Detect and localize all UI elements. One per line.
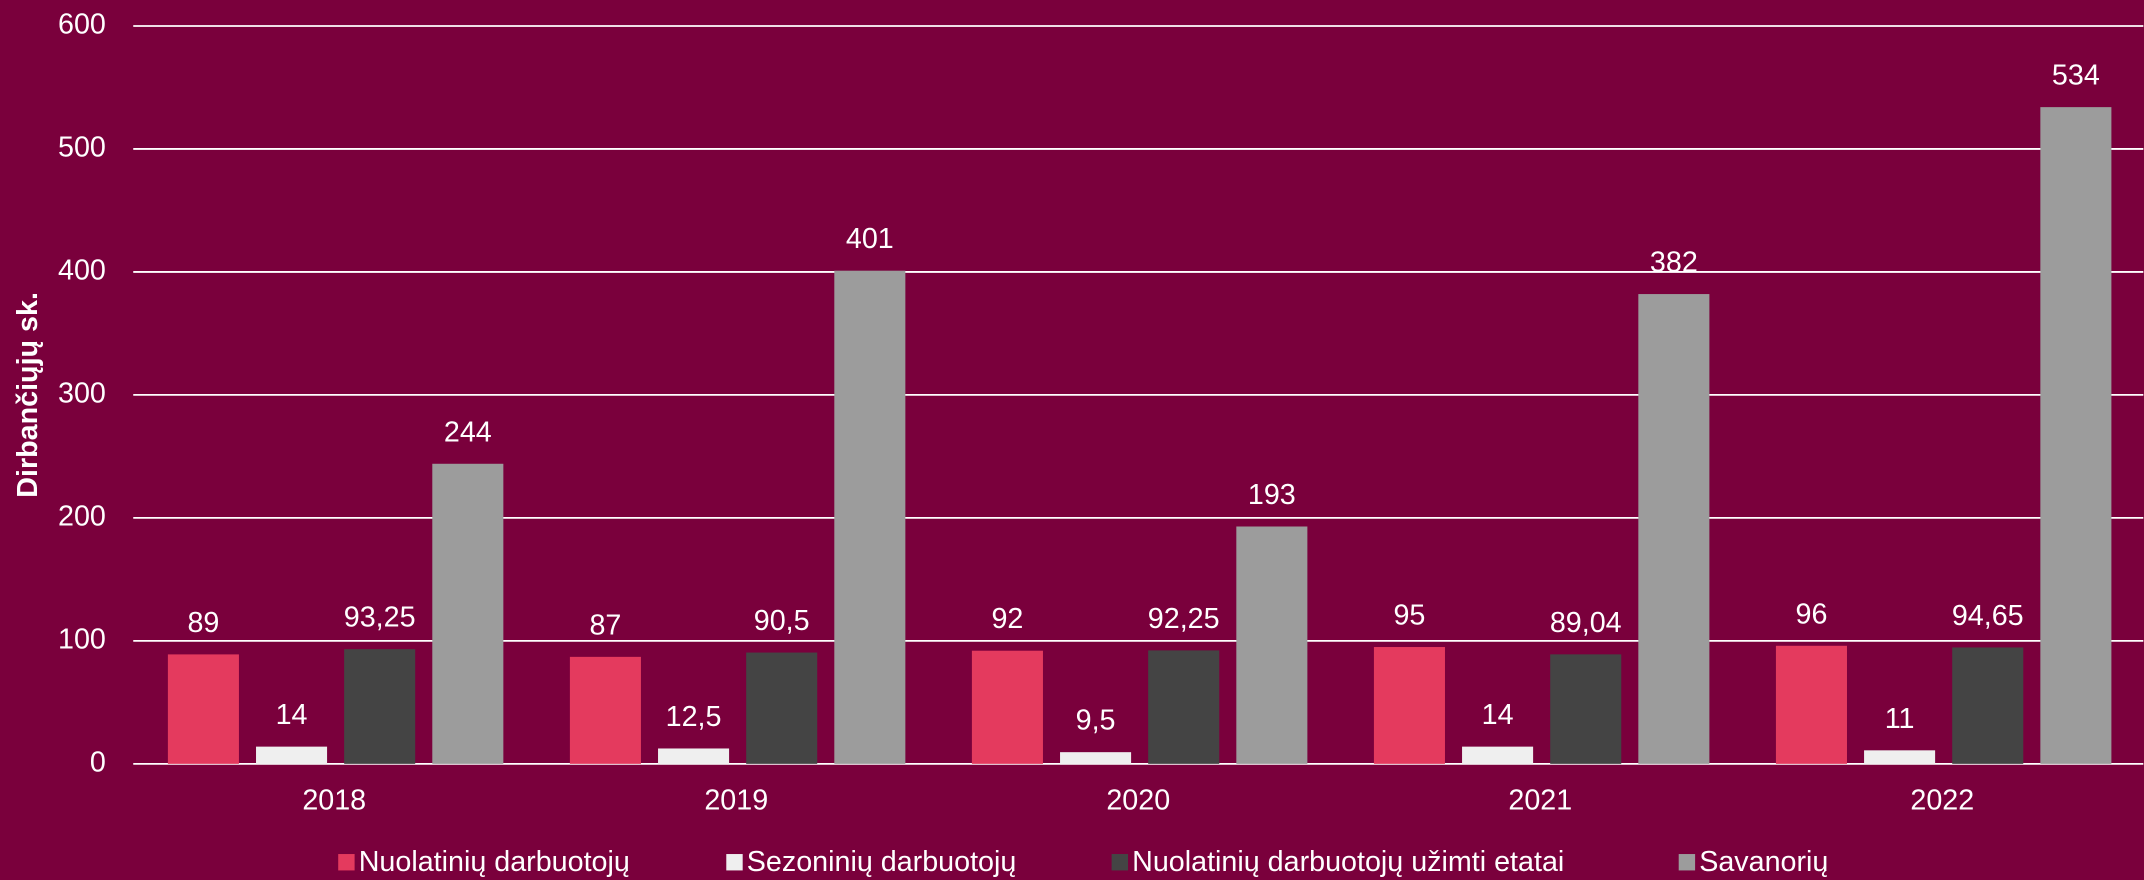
- bar: [167, 654, 239, 764]
- bar: [834, 270, 906, 764]
- data-label: 95: [1393, 600, 1425, 632]
- y-tick-label: 400: [58, 255, 106, 287]
- bar: [971, 650, 1043, 764]
- data-label: 94,65: [1952, 600, 2024, 632]
- x-tick-label: 2021: [1508, 785, 1572, 817]
- legend-marker: [338, 854, 355, 871]
- x-tick-label: 2018: [302, 785, 366, 817]
- legend-label: Savanorių: [1699, 846, 1828, 878]
- legend-label: Sezoninių darbuotojų: [747, 846, 1017, 878]
- data-label: 90,5: [754, 605, 810, 637]
- data-label: 87: [589, 609, 621, 641]
- bar: [256, 746, 328, 764]
- bar: [569, 656, 641, 764]
- x-tick-label: 2020: [1106, 785, 1170, 817]
- data-label: 193: [1248, 479, 1296, 511]
- y-tick-label: 300: [58, 377, 106, 409]
- y-tick-label: 600: [58, 9, 106, 41]
- data-label: 12,5: [666, 701, 722, 733]
- data-label: 92: [991, 603, 1023, 635]
- x-tick-label: 2022: [1910, 785, 1974, 817]
- y-tick-label: 500: [58, 132, 106, 164]
- bar: [344, 649, 416, 764]
- legend-marker: [1678, 854, 1696, 871]
- bar: [1864, 750, 1936, 764]
- y-axis-title: Dirbančiųjų sk.: [12, 292, 44, 498]
- bar: [1638, 294, 1710, 764]
- data-label: 96: [1795, 598, 1827, 630]
- data-label: 14: [276, 699, 308, 731]
- data-label: 93,25: [344, 602, 416, 634]
- y-tick-label: 0: [90, 746, 106, 778]
- data-label: 244: [444, 416, 492, 448]
- data-label: 14: [1482, 699, 1514, 731]
- bar: [1550, 654, 1622, 764]
- data-label: 92,25: [1148, 603, 1220, 635]
- bar: [1060, 752, 1132, 764]
- data-label: 89,04: [1550, 607, 1622, 639]
- data-label: 9,5: [1076, 705, 1116, 737]
- data-label: 534: [2052, 60, 2100, 92]
- bar: [1236, 526, 1308, 764]
- legend-label: Nuolatinių darbuotojų: [359, 846, 630, 878]
- bar: [658, 748, 730, 764]
- bar: [1148, 650, 1220, 764]
- bar: [2040, 107, 2112, 764]
- y-tick-label: 200: [58, 500, 106, 532]
- bar: [1373, 647, 1445, 764]
- bar: [432, 463, 504, 764]
- legend-marker: [726, 854, 743, 871]
- bar: [746, 652, 818, 764]
- data-label: 89: [187, 607, 219, 639]
- x-tick-label: 2019: [704, 785, 768, 817]
- bar: [1462, 746, 1534, 764]
- data-label: 11: [1885, 703, 1915, 735]
- y-tick-label: 100: [58, 623, 106, 655]
- data-label: 401: [846, 223, 894, 255]
- bar: [1952, 647, 2024, 764]
- legend-marker: [1111, 854, 1129, 871]
- legend-label: Nuolatinių darbuotojų užimti etatai: [1132, 846, 1564, 878]
- data-label: 382: [1650, 247, 1698, 279]
- bar: [1775, 645, 1847, 764]
